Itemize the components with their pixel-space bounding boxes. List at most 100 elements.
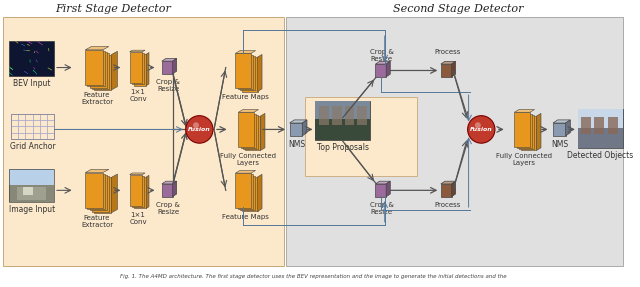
FancyBboxPatch shape xyxy=(237,55,253,89)
FancyBboxPatch shape xyxy=(242,57,257,92)
FancyBboxPatch shape xyxy=(85,173,103,208)
Text: Crop &
Resize: Crop & Resize xyxy=(156,202,180,215)
Text: NMS: NMS xyxy=(289,140,305,149)
Polygon shape xyxy=(386,181,390,197)
Polygon shape xyxy=(452,61,456,77)
FancyBboxPatch shape xyxy=(130,52,142,83)
Polygon shape xyxy=(146,175,149,208)
FancyBboxPatch shape xyxy=(88,174,105,209)
Text: Fusion: Fusion xyxy=(470,127,493,132)
FancyBboxPatch shape xyxy=(345,106,355,125)
FancyBboxPatch shape xyxy=(519,115,534,149)
FancyBboxPatch shape xyxy=(92,176,109,212)
Polygon shape xyxy=(376,61,390,64)
Text: 1×1
Conv: 1×1 Conv xyxy=(129,212,147,225)
Polygon shape xyxy=(441,181,456,184)
Text: First Stage Detector: First Stage Detector xyxy=(56,3,172,13)
Text: Grid Anchor: Grid Anchor xyxy=(10,142,56,151)
FancyBboxPatch shape xyxy=(134,177,146,208)
FancyBboxPatch shape xyxy=(134,54,146,86)
FancyBboxPatch shape xyxy=(578,129,623,148)
FancyBboxPatch shape xyxy=(237,174,253,209)
Polygon shape xyxy=(441,61,456,64)
Text: Process: Process xyxy=(434,202,460,208)
FancyBboxPatch shape xyxy=(94,177,111,213)
FancyBboxPatch shape xyxy=(3,18,284,266)
Polygon shape xyxy=(553,120,570,123)
FancyBboxPatch shape xyxy=(90,52,107,88)
FancyBboxPatch shape xyxy=(357,106,367,125)
FancyBboxPatch shape xyxy=(162,184,173,197)
FancyBboxPatch shape xyxy=(85,50,103,85)
FancyBboxPatch shape xyxy=(23,187,33,195)
FancyBboxPatch shape xyxy=(236,173,251,208)
Polygon shape xyxy=(302,120,307,136)
FancyBboxPatch shape xyxy=(132,53,144,84)
Text: Fig. 1. The A4MD architecture. The first stage detector uses the BEV representat: Fig. 1. The A4MD architecture. The first… xyxy=(120,274,507,279)
FancyBboxPatch shape xyxy=(290,123,302,136)
Text: Top Proposals: Top Proposals xyxy=(317,143,369,152)
FancyBboxPatch shape xyxy=(305,97,417,176)
FancyBboxPatch shape xyxy=(9,41,54,76)
FancyBboxPatch shape xyxy=(608,117,618,134)
Text: Crop &
Resize: Crop & Resize xyxy=(370,202,394,215)
Polygon shape xyxy=(566,120,570,136)
FancyBboxPatch shape xyxy=(240,176,255,210)
FancyBboxPatch shape xyxy=(332,106,342,125)
FancyBboxPatch shape xyxy=(88,51,105,86)
Polygon shape xyxy=(376,181,390,184)
Polygon shape xyxy=(130,173,145,174)
Polygon shape xyxy=(111,174,117,213)
FancyBboxPatch shape xyxy=(319,106,329,125)
Text: Process: Process xyxy=(434,49,460,55)
Polygon shape xyxy=(162,58,177,61)
FancyBboxPatch shape xyxy=(240,56,255,90)
Text: Crop &
Resize: Crop & Resize xyxy=(156,79,180,92)
Text: 1×1
Conv: 1×1 Conv xyxy=(129,89,147,102)
FancyBboxPatch shape xyxy=(242,177,257,211)
FancyBboxPatch shape xyxy=(286,18,623,266)
Text: Detected Objects: Detected Objects xyxy=(567,151,634,160)
FancyBboxPatch shape xyxy=(578,109,623,148)
FancyBboxPatch shape xyxy=(17,187,46,200)
Text: Fully Connected
Layers: Fully Connected Layers xyxy=(220,153,276,166)
FancyBboxPatch shape xyxy=(239,112,254,147)
Text: Feature Maps: Feature Maps xyxy=(222,214,269,220)
Polygon shape xyxy=(257,174,262,211)
FancyBboxPatch shape xyxy=(243,115,259,149)
Polygon shape xyxy=(260,113,265,150)
FancyBboxPatch shape xyxy=(9,185,54,202)
FancyBboxPatch shape xyxy=(553,123,566,136)
Polygon shape xyxy=(130,50,145,52)
FancyBboxPatch shape xyxy=(316,101,370,140)
Polygon shape xyxy=(146,53,149,86)
FancyBboxPatch shape xyxy=(245,116,260,150)
Circle shape xyxy=(193,122,199,128)
Polygon shape xyxy=(452,181,456,197)
Polygon shape xyxy=(85,169,109,173)
Polygon shape xyxy=(173,58,177,74)
FancyBboxPatch shape xyxy=(595,117,604,134)
Text: BEV Input: BEV Input xyxy=(13,79,51,88)
Text: Fusion: Fusion xyxy=(188,127,211,132)
FancyBboxPatch shape xyxy=(580,117,591,134)
Text: Feature Maps: Feature Maps xyxy=(222,94,269,100)
FancyBboxPatch shape xyxy=(236,53,251,88)
FancyBboxPatch shape xyxy=(441,184,452,197)
FancyBboxPatch shape xyxy=(515,112,530,147)
FancyBboxPatch shape xyxy=(316,117,370,140)
Polygon shape xyxy=(236,51,255,53)
FancyBboxPatch shape xyxy=(92,53,109,89)
Circle shape xyxy=(186,116,213,143)
FancyBboxPatch shape xyxy=(578,109,623,129)
FancyBboxPatch shape xyxy=(132,176,144,207)
Text: Image Input: Image Input xyxy=(8,205,55,214)
FancyBboxPatch shape xyxy=(516,114,532,148)
FancyBboxPatch shape xyxy=(94,55,111,90)
FancyBboxPatch shape xyxy=(441,64,452,77)
Polygon shape xyxy=(386,61,390,77)
Circle shape xyxy=(475,122,481,128)
Text: Fully Connected
Layers: Fully Connected Layers xyxy=(496,153,552,166)
Text: NMS: NMS xyxy=(552,140,569,149)
Text: Second Stage Detector: Second Stage Detector xyxy=(392,3,523,13)
